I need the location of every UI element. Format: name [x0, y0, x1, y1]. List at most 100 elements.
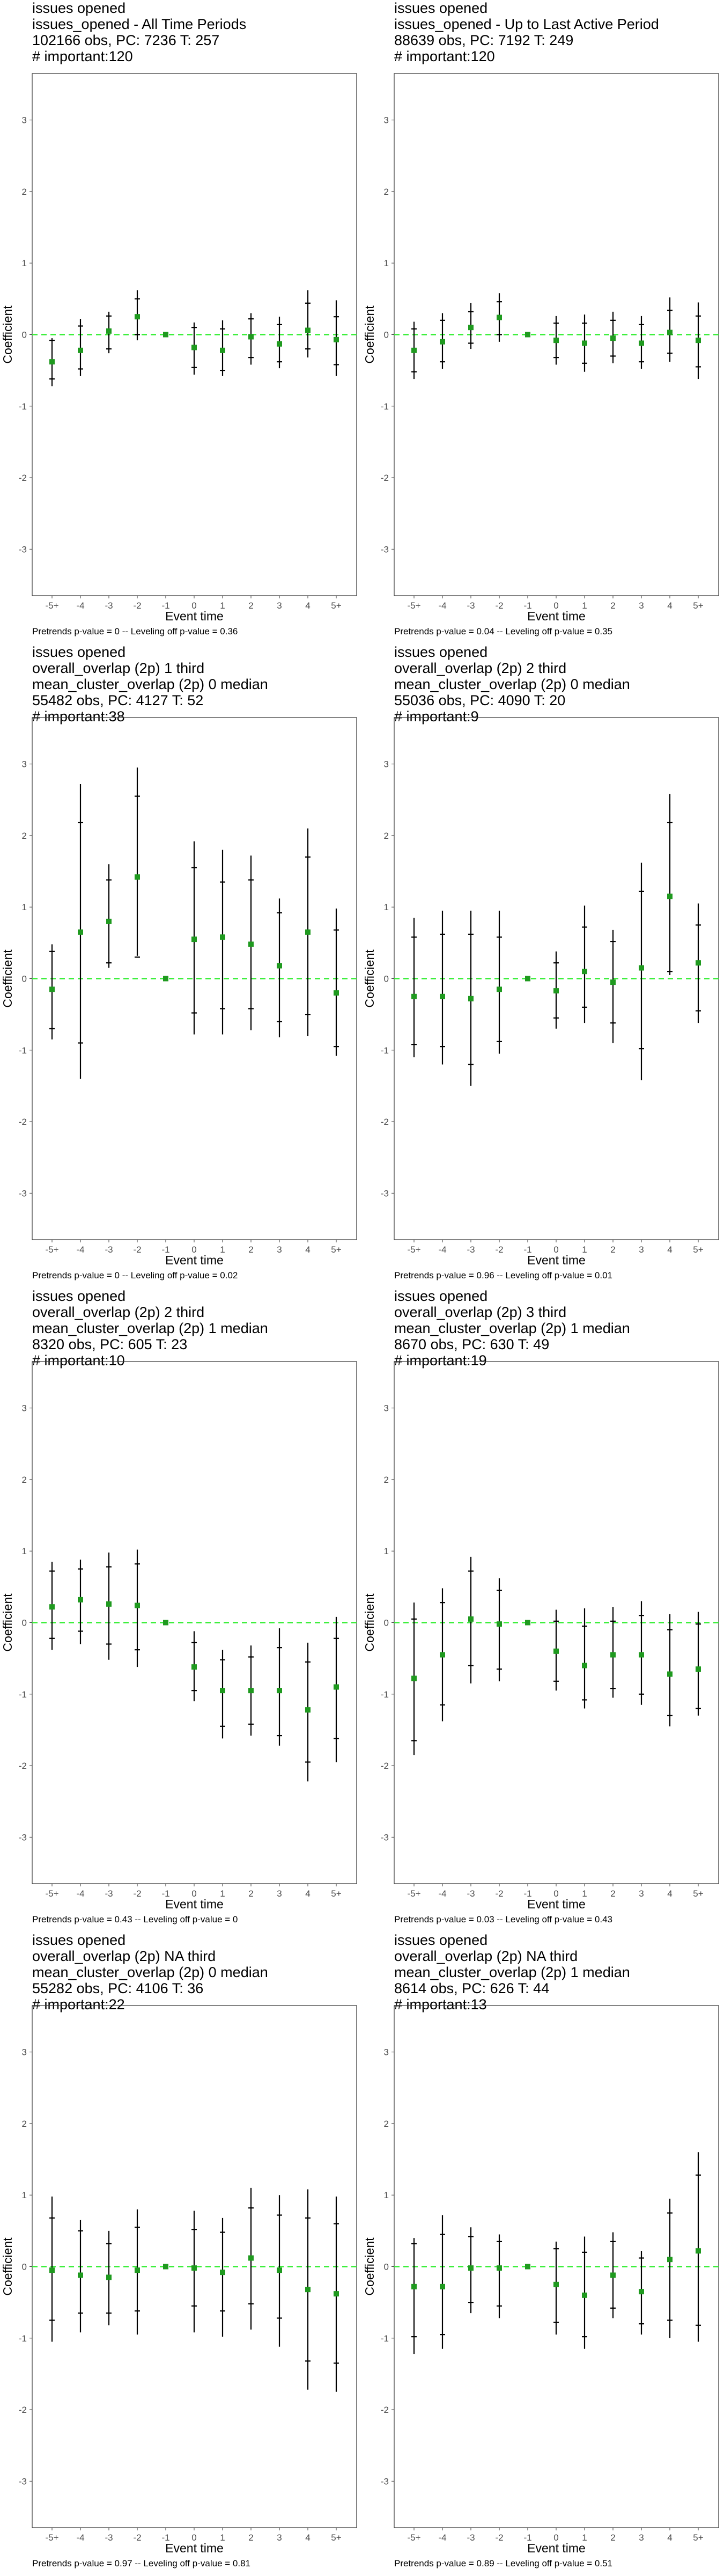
y-tick-label: 3	[384, 2047, 389, 2058]
y-tick-label: 3	[384, 759, 389, 770]
y-tick-label: 1	[22, 258, 27, 268]
x-tick-label: 2	[610, 601, 615, 611]
y-tick-label: 1	[384, 2190, 389, 2200]
x-tick-label: -1	[161, 1889, 169, 1899]
point-estimate	[610, 335, 616, 341]
point-estimate	[553, 2281, 559, 2287]
point-estimate	[468, 1616, 474, 1622]
point-estimate	[525, 2264, 530, 2270]
chart-title-line: issues opened	[32, 1288, 126, 1304]
point-estimate	[135, 314, 140, 320]
x-tick-label: 4	[305, 601, 310, 611]
x-tick-label: 2	[248, 1889, 253, 1899]
x-tick-label: -2	[133, 1245, 141, 1255]
x-tick-label: 0	[191, 2533, 196, 2543]
y-tick-label: -3	[381, 1188, 389, 1198]
y-tick-label: -1	[19, 2333, 27, 2344]
chart-title-line: issues_opened - All Time Periods	[32, 16, 247, 32]
x-tick-label: 3	[277, 2533, 282, 2543]
point-estimate	[468, 996, 474, 1001]
plot-area: -3 -2 -1 0 1 2 3 -5+ -4 -3 -2 -1 0 1 2 3 4 5+ Event time Co…	[1, 1361, 357, 1911]
x-tick-label: 1	[582, 2533, 587, 2543]
x-tick-label: 1	[582, 1889, 587, 1899]
point-estimate	[191, 345, 197, 350]
x-tick-label: 2	[610, 2533, 615, 2543]
point-estimate	[277, 963, 282, 969]
x-tick-label: 1	[220, 1889, 225, 1899]
chart-title: issues opened overall_overlap (2p) 2 thir…	[32, 1288, 268, 1368]
point-estimate	[277, 1688, 282, 1694]
pvalue-footer: Pretrends p-value = 0.96 -- Leveling off…	[394, 1270, 612, 1280]
point-estimate	[191, 1664, 197, 1670]
y-tick-label: -1	[381, 1689, 389, 1700]
x-tick-label: -4	[438, 601, 446, 611]
x-tick-label: 3	[639, 1245, 644, 1255]
x-tick-label: -4	[438, 2533, 446, 2543]
chart-panel: issues opened overall_overlap (2p) NA thi…	[362, 1932, 724, 2576]
point-estimate	[440, 2284, 445, 2289]
point-estimate	[696, 960, 701, 966]
x-tick-label: -5+	[407, 1245, 420, 1255]
point-estimate	[639, 1652, 644, 1658]
x-tick-label: -2	[495, 2533, 503, 2543]
x-tick-label: -3	[105, 1889, 113, 1899]
x-tick-label: -4	[438, 1245, 446, 1255]
point-estimate	[305, 2287, 311, 2293]
point-estimate	[582, 2292, 587, 2298]
x-tick-label: -1	[161, 2533, 169, 2543]
point-estimate	[553, 1648, 559, 1654]
chart-title-line: 55036 obs, PC: 4090 T: 20	[394, 692, 566, 708]
y-tick-label: -1	[381, 1045, 389, 1056]
point-estimate	[639, 2289, 644, 2295]
chart-panel: issues opened overall_overlap (2p) 2 thir…	[362, 644, 724, 1288]
chart-title-line: # important:120	[394, 48, 495, 64]
x-tick-label: -5+	[407, 2533, 420, 2543]
x-tick-label: -4	[76, 2533, 84, 2543]
plot-area: -3 -2 -1 0 1 2 3 -5+ -4 -3 -2 -1 0 1 2 3 4 5+ Event time Co…	[363, 1361, 719, 1911]
chart-title-line: issues opened	[394, 1932, 488, 1948]
x-tick-label: 1	[220, 601, 225, 611]
point-estimate	[248, 334, 254, 340]
y-tick-label: 3	[22, 759, 27, 770]
x-axis-title: Event time	[165, 609, 224, 623]
chart-title-line: # important:19	[394, 1352, 487, 1368]
chart-title-line: mean_cluster_overlap (2p) 1 median	[394, 1320, 630, 1336]
y-tick-label: 0	[22, 330, 27, 340]
chart-title-line: # important:9	[394, 708, 479, 724]
point-estimate	[610, 1652, 616, 1658]
x-tick-label: -2	[133, 601, 141, 611]
y-tick-label: 2	[22, 2119, 27, 2129]
y-tick-label: 1	[22, 1546, 27, 1556]
y-tick-label: -1	[19, 401, 27, 412]
point-estimate	[334, 990, 339, 996]
point-estimate	[106, 918, 112, 924]
x-axis-title: Event time	[527, 2541, 586, 2555]
x-axis-title: Event time	[527, 609, 586, 623]
x-tick-label: 0	[191, 1889, 196, 1899]
point-estimate	[440, 339, 445, 345]
x-tick-label: 5+	[331, 1245, 341, 1255]
y-tick-label: -1	[19, 1045, 27, 1056]
y-tick-label: 3	[22, 2047, 27, 2058]
y-tick-label: 2	[22, 187, 27, 197]
chart-title-line: overall_overlap (2p) 2 third	[394, 660, 567, 676]
y-tick-label: -2	[19, 473, 27, 483]
x-tick-label: 4	[667, 601, 672, 611]
chart-title-line: mean_cluster_overlap (2p) 0 median	[32, 676, 268, 692]
chart-title-line: 55482 obs, PC: 4127 T: 52	[32, 692, 204, 708]
chart-panel: issues opened overall_overlap (2p) 3 thir…	[362, 1288, 724, 1932]
point-estimate	[163, 332, 168, 338]
y-tick-label: 2	[384, 831, 389, 841]
pvalue-footer: Pretrends p-value = 0.04 -- Leveling off…	[394, 626, 612, 636]
x-axis-title: Event time	[165, 2541, 224, 2555]
point-estimate	[411, 993, 417, 999]
x-tick-label: -5+	[45, 1889, 58, 1899]
point-estimate	[667, 330, 673, 335]
point-estimate	[610, 979, 616, 985]
x-tick-label: -4	[76, 1245, 84, 1255]
x-tick-label: -3	[467, 1889, 475, 1899]
y-axis-title: Coefficient	[1, 949, 14, 1008]
x-tick-label: -1	[523, 1889, 531, 1899]
point-estimate	[49, 986, 55, 992]
y-axis-title: Coefficient	[1, 2237, 14, 2296]
